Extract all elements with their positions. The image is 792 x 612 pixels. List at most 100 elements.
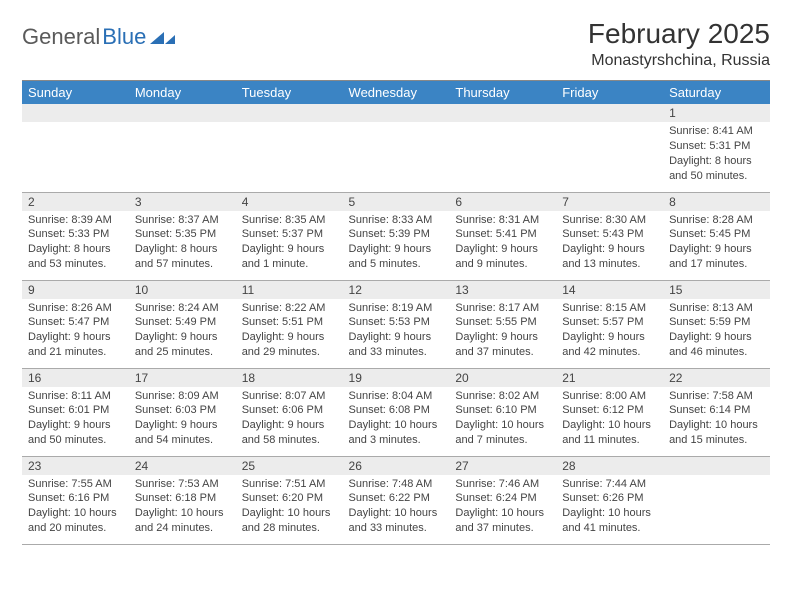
day-number: 4 <box>236 193 343 211</box>
day-number: 2 <box>22 193 129 211</box>
calendar-cell: 9Sunrise: 8:26 AMSunset: 5:47 PMDaylight… <box>22 280 129 368</box>
calendar-cell: 20Sunrise: 8:02 AMSunset: 6:10 PMDayligh… <box>449 368 556 456</box>
calendar-cell <box>22 104 129 192</box>
calendar-cell: 25Sunrise: 7:51 AMSunset: 6:20 PMDayligh… <box>236 456 343 544</box>
day-details: Sunrise: 8:19 AMSunset: 5:53 PMDaylight:… <box>343 299 450 364</box>
day-number <box>129 104 236 122</box>
calendar-cell: 28Sunrise: 7:44 AMSunset: 6:26 PMDayligh… <box>556 456 663 544</box>
calendar-cell: 18Sunrise: 8:07 AMSunset: 6:06 PMDayligh… <box>236 368 343 456</box>
day-number: 1 <box>663 104 770 122</box>
day-number: 28 <box>556 457 663 475</box>
day-details: Sunrise: 7:46 AMSunset: 6:24 PMDaylight:… <box>449 475 556 540</box>
day-details: Sunrise: 8:09 AMSunset: 6:03 PMDaylight:… <box>129 387 236 452</box>
calendar-cell: 11Sunrise: 8:22 AMSunset: 5:51 PMDayligh… <box>236 280 343 368</box>
day-details: Sunrise: 8:39 AMSunset: 5:33 PMDaylight:… <box>22 211 129 276</box>
weekday-row: SundayMondayTuesdayWednesdayThursdayFrid… <box>22 81 770 104</box>
calendar-cell: 4Sunrise: 8:35 AMSunset: 5:37 PMDaylight… <box>236 192 343 280</box>
calendar-cell <box>343 104 450 192</box>
day-number <box>22 104 129 122</box>
day-details: Sunrise: 8:11 AMSunset: 6:01 PMDaylight:… <box>22 387 129 452</box>
calendar-head: SundayMondayTuesdayWednesdayThursdayFrid… <box>22 81 770 104</box>
calendar-week: 9Sunrise: 8:26 AMSunset: 5:47 PMDaylight… <box>22 280 770 368</box>
calendar-body: 1Sunrise: 8:41 AMSunset: 5:31 PMDaylight… <box>22 104 770 544</box>
calendar-cell: 2Sunrise: 8:39 AMSunset: 5:33 PMDaylight… <box>22 192 129 280</box>
day-details: Sunrise: 8:28 AMSunset: 5:45 PMDaylight:… <box>663 211 770 276</box>
day-number: 23 <box>22 457 129 475</box>
day-number: 20 <box>449 369 556 387</box>
day-details: Sunrise: 7:58 AMSunset: 6:14 PMDaylight:… <box>663 387 770 452</box>
day-details: Sunrise: 8:35 AMSunset: 5:37 PMDaylight:… <box>236 211 343 276</box>
calendar-cell: 24Sunrise: 7:53 AMSunset: 6:18 PMDayligh… <box>129 456 236 544</box>
brand-part1: General <box>22 24 100 50</box>
weekday-header: Sunday <box>22 81 129 104</box>
calendar-week: 16Sunrise: 8:11 AMSunset: 6:01 PMDayligh… <box>22 368 770 456</box>
brand-part2: Blue <box>102 24 146 50</box>
day-details: Sunrise: 8:30 AMSunset: 5:43 PMDaylight:… <box>556 211 663 276</box>
day-number: 5 <box>343 193 450 211</box>
day-details: Sunrise: 8:04 AMSunset: 6:08 PMDaylight:… <box>343 387 450 452</box>
weekday-header: Wednesday <box>343 81 450 104</box>
calendar-cell <box>449 104 556 192</box>
calendar-document: GeneralBlue February 2025 Monastyrshchin… <box>0 0 792 563</box>
title-block: February 2025 Monastyrshchina, Russia <box>588 18 770 70</box>
day-details: Sunrise: 7:53 AMSunset: 6:18 PMDaylight:… <box>129 475 236 540</box>
weekday-header: Thursday <box>449 81 556 104</box>
day-details: Sunrise: 8:17 AMSunset: 5:55 PMDaylight:… <box>449 299 556 364</box>
day-details: Sunrise: 8:07 AMSunset: 6:06 PMDaylight:… <box>236 387 343 452</box>
day-details: Sunrise: 8:41 AMSunset: 5:31 PMDaylight:… <box>663 122 770 187</box>
calendar-cell: 19Sunrise: 8:04 AMSunset: 6:08 PMDayligh… <box>343 368 450 456</box>
weekday-header: Tuesday <box>236 81 343 104</box>
day-details: Sunrise: 8:13 AMSunset: 5:59 PMDaylight:… <box>663 299 770 364</box>
day-number: 26 <box>343 457 450 475</box>
weekday-header: Friday <box>556 81 663 104</box>
day-number: 8 <box>663 193 770 211</box>
calendar-cell: 14Sunrise: 8:15 AMSunset: 5:57 PMDayligh… <box>556 280 663 368</box>
day-details: Sunrise: 8:37 AMSunset: 5:35 PMDaylight:… <box>129 211 236 276</box>
day-number: 18 <box>236 369 343 387</box>
calendar-cell: 1Sunrise: 8:41 AMSunset: 5:31 PMDaylight… <box>663 104 770 192</box>
day-details: Sunrise: 8:26 AMSunset: 5:47 PMDaylight:… <box>22 299 129 364</box>
calendar-cell <box>556 104 663 192</box>
brand-triangle-icon <box>150 28 176 46</box>
day-number <box>236 104 343 122</box>
day-number <box>343 104 450 122</box>
day-number: 16 <box>22 369 129 387</box>
day-number <box>449 104 556 122</box>
calendar-cell: 16Sunrise: 8:11 AMSunset: 6:01 PMDayligh… <box>22 368 129 456</box>
day-details: Sunrise: 8:22 AMSunset: 5:51 PMDaylight:… <box>236 299 343 364</box>
calendar-cell: 17Sunrise: 8:09 AMSunset: 6:03 PMDayligh… <box>129 368 236 456</box>
day-details: Sunrise: 8:33 AMSunset: 5:39 PMDaylight:… <box>343 211 450 276</box>
calendar-cell <box>663 456 770 544</box>
day-number: 13 <box>449 281 556 299</box>
day-number <box>663 457 770 475</box>
weekday-header: Saturday <box>663 81 770 104</box>
calendar-cell: 13Sunrise: 8:17 AMSunset: 5:55 PMDayligh… <box>449 280 556 368</box>
calendar-cell: 23Sunrise: 7:55 AMSunset: 6:16 PMDayligh… <box>22 456 129 544</box>
day-details: Sunrise: 8:02 AMSunset: 6:10 PMDaylight:… <box>449 387 556 452</box>
day-number: 10 <box>129 281 236 299</box>
day-number: 22 <box>663 369 770 387</box>
day-number: 21 <box>556 369 663 387</box>
day-number: 24 <box>129 457 236 475</box>
header: GeneralBlue February 2025 Monastyrshchin… <box>22 18 770 70</box>
day-number: 17 <box>129 369 236 387</box>
calendar-cell: 7Sunrise: 8:30 AMSunset: 5:43 PMDaylight… <box>556 192 663 280</box>
month-title: February 2025 <box>588 18 770 50</box>
calendar-week: 2Sunrise: 8:39 AMSunset: 5:33 PMDaylight… <box>22 192 770 280</box>
weekday-header: Monday <box>129 81 236 104</box>
day-number: 3 <box>129 193 236 211</box>
calendar-cell: 10Sunrise: 8:24 AMSunset: 5:49 PMDayligh… <box>129 280 236 368</box>
day-number: 14 <box>556 281 663 299</box>
calendar-cell: 6Sunrise: 8:31 AMSunset: 5:41 PMDaylight… <box>449 192 556 280</box>
calendar-cell <box>129 104 236 192</box>
day-number: 12 <box>343 281 450 299</box>
day-number: 25 <box>236 457 343 475</box>
day-number: 19 <box>343 369 450 387</box>
calendar-cell: 5Sunrise: 8:33 AMSunset: 5:39 PMDaylight… <box>343 192 450 280</box>
calendar-table: SundayMondayTuesdayWednesdayThursdayFrid… <box>22 81 770 545</box>
calendar-week: 23Sunrise: 7:55 AMSunset: 6:16 PMDayligh… <box>22 456 770 544</box>
day-number: 27 <box>449 457 556 475</box>
calendar-cell: 15Sunrise: 8:13 AMSunset: 5:59 PMDayligh… <box>663 280 770 368</box>
calendar-cell: 22Sunrise: 7:58 AMSunset: 6:14 PMDayligh… <box>663 368 770 456</box>
day-details: Sunrise: 8:31 AMSunset: 5:41 PMDaylight:… <box>449 211 556 276</box>
